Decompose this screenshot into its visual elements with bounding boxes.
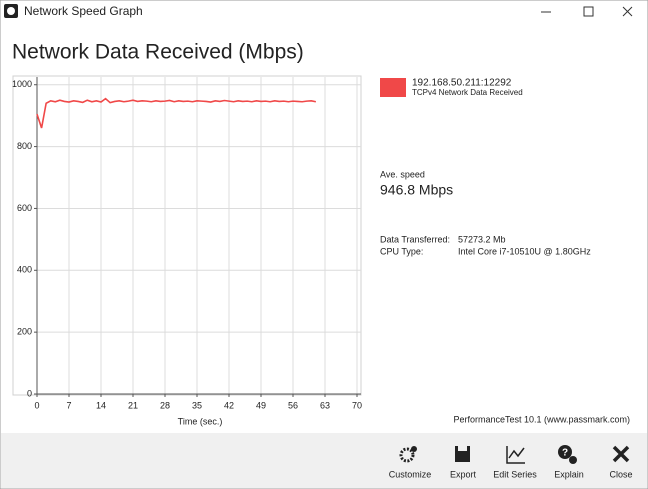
y-tick-label: 0: [27, 388, 32, 398]
button-label: Close: [609, 469, 632, 479]
y-tick-label: 600: [17, 203, 32, 213]
x-tick-label: 21: [128, 400, 138, 410]
x-axis-label: Time (sec.): [178, 416, 223, 426]
chart-icon: [506, 446, 525, 464]
info-value: Intel Core i7-10510U @ 1.80GHz: [458, 246, 591, 256]
x-tick-label: 35: [192, 400, 202, 410]
x-tick-label: 7: [66, 400, 71, 410]
export-button[interactable]: Export: [450, 446, 477, 479]
x-tick-label: 28: [160, 400, 170, 410]
window-title: Network Speed Graph: [24, 4, 143, 18]
help-icon: [569, 456, 577, 464]
gear-icon: [399, 447, 415, 463]
gear-icon: [411, 446, 417, 452]
ave-speed-value: 946.8 Mbps: [380, 182, 453, 198]
chart-title: Network Data Received (Mbps): [12, 41, 304, 64]
x-tick-label: 70: [352, 400, 362, 410]
button-label: Customize: [389, 469, 432, 479]
plot: 0 200 400 600 800 1000 0 7 14 21 28 35 42 49 56 63 70: [12, 77, 362, 410]
toolbar: [1, 433, 647, 488]
close-icon: [612, 445, 630, 463]
button-label: Explain: [554, 469, 584, 479]
x-tick-label: 14: [96, 400, 106, 410]
legend-description: TCPv4 Network Data Received: [412, 88, 523, 97]
help-icon: [558, 445, 572, 459]
data-line: [36, 97, 317, 129]
y-tick-label: 200: [17, 327, 32, 337]
maximize-button[interactable]: [583, 6, 594, 17]
close-button[interactable]: Close: [609, 445, 633, 479]
x-tick-label: 0: [34, 400, 39, 410]
plot-frame: [12, 75, 362, 396]
x-tick-label: 63: [320, 400, 330, 410]
close-window-button[interactable]: [622, 6, 633, 17]
y-tick-label: 400: [17, 265, 32, 275]
app-icon-mark: [7, 7, 15, 15]
button-label: Export: [450, 469, 477, 479]
help-icon-glyph: ?: [562, 448, 568, 459]
legend-swatch: [380, 78, 406, 97]
legend-name: 192.168.50.211:12292: [412, 78, 512, 89]
customize-button[interactable]: Customize: [389, 446, 432, 479]
explain-button[interactable]: ? Explain: [554, 445, 584, 479]
y-tick-label: 1000: [12, 79, 32, 89]
button-label: Edit Series: [493, 469, 537, 479]
ave-speed-label: Ave. speed: [380, 169, 425, 179]
x-tick-label: 42: [224, 400, 234, 410]
x-tick-label: 56: [288, 400, 298, 410]
y-tick-label: 800: [17, 141, 32, 151]
info-label: Data Transferred:: [380, 234, 450, 244]
info-label: CPU Type:: [380, 246, 423, 256]
x-tick-label: 49: [256, 400, 266, 410]
info-value: 57273.2 Mb: [458, 234, 506, 244]
edit-series-button[interactable]: Edit Series: [493, 446, 537, 479]
save-icon: [458, 446, 467, 451]
footer: PerformanceTest 10.1 (www.passmark.com): [453, 414, 630, 424]
